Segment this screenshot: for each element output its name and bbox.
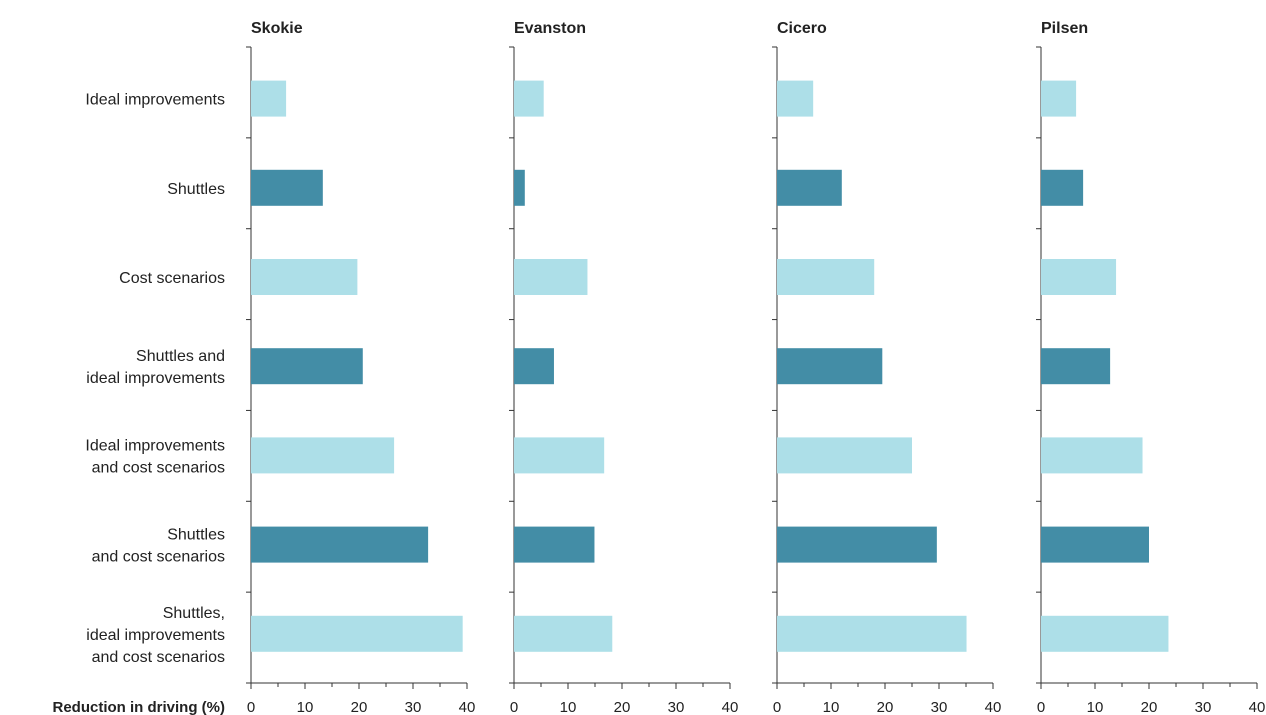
bar-pilsen-1 (1041, 169, 1084, 206)
bar-skokie-0 (251, 80, 287, 117)
panel-skokie: Skokie 0 10 20 30 40 (246, 20, 475, 715)
category-label: ideal improvements (86, 627, 225, 644)
category-label: and cost scenarios (92, 549, 225, 566)
x-tick-label: 40 (722, 699, 739, 715)
panel-title: Cicero (777, 20, 827, 37)
bar-pilsen-3 (1041, 348, 1111, 385)
category-label: ideal improvements (86, 370, 225, 387)
bar-evanston-4 (514, 437, 605, 474)
bar-skokie-6 (251, 615, 463, 652)
bar-cicero-1 (777, 169, 842, 206)
category-label: Shuttles, (163, 605, 225, 622)
x-axis-title: Reduction in driving (%) (53, 699, 226, 715)
bar-pilsen-5 (1041, 526, 1149, 563)
bar-cicero-0 (777, 80, 814, 117)
bar-evanston-3 (514, 348, 554, 385)
bar-cicero-2 (777, 259, 875, 295)
panel-title: Evanston (514, 20, 586, 37)
panel-cicero: Cicero 0 10 20 30 40 (772, 20, 1001, 715)
x-tick-label: 30 (668, 699, 685, 715)
category-label: Shuttles (167, 181, 225, 198)
x-tick-label: 20 (614, 699, 631, 715)
bar-skokie-2 (251, 259, 358, 295)
panel-title: Pilsen (1041, 20, 1088, 37)
category-label: Shuttles (167, 527, 225, 544)
category-label: Ideal improvements (85, 92, 225, 109)
x-tick-label: 10 (1087, 699, 1104, 715)
bar-skokie-4 (251, 437, 395, 474)
bar-evanston-2 (514, 259, 588, 295)
x-tick-label: 20 (1141, 699, 1158, 715)
x-tick-label: 40 (459, 699, 476, 715)
bar-cicero-6 (777, 615, 967, 652)
bar-skokie-5 (251, 526, 429, 563)
category-label: and cost scenarios (92, 649, 225, 666)
bar-skokie-1 (251, 169, 323, 206)
x-tick-label: 0 (247, 699, 255, 715)
x-tick-label: 10 (823, 699, 840, 715)
category-label: Cost scenarios (119, 270, 225, 287)
bar-evanston-6 (514, 615, 613, 652)
x-tick-label: 20 (351, 699, 368, 715)
category-label: and cost scenarios (92, 459, 225, 476)
x-tick-label: 30 (1195, 699, 1212, 715)
x-tick-label: 0 (510, 699, 518, 715)
x-tick-label: 0 (773, 699, 781, 715)
category-labels: Ideal improvements Shuttles Cost scenarios… (85, 92, 225, 666)
bar-pilsen-0 (1041, 80, 1077, 117)
category-label: Shuttles and (136, 348, 225, 365)
bar-pilsen-2 (1041, 259, 1117, 295)
category-label: Ideal improvements (85, 437, 225, 454)
x-tick-label: 40 (985, 699, 1002, 715)
bar-evanston-5 (514, 526, 595, 563)
bar-evanston-1 (514, 169, 525, 206)
chart-panels: Skokie 0 10 20 30 40 Evanston 0 10 20 30 40 Cicero 0 1… (246, 20, 1265, 715)
x-tick-label: 10 (560, 699, 577, 715)
x-tick-label: 30 (931, 699, 948, 715)
x-tick-label: 30 (405, 699, 422, 715)
bar-pilsen-6 (1041, 615, 1169, 652)
bar-skokie-3 (251, 348, 363, 385)
bar-pilsen-4 (1041, 437, 1143, 474)
x-tick-label: 0 (1037, 699, 1045, 715)
x-tick-label: 20 (877, 699, 894, 715)
panel-title: Skokie (251, 20, 303, 37)
bar-evanston-0 (514, 80, 544, 117)
x-tick-label: 10 (297, 699, 314, 715)
panel-evanston: Evanston 0 10 20 30 40 (509, 20, 738, 715)
bar-cicero-3 (777, 348, 883, 385)
x-tick-label: 40 (1249, 699, 1266, 715)
panel-pilsen: Pilsen 0 10 20 30 40 (1036, 20, 1265, 715)
bar-cicero-4 (777, 437, 912, 474)
bar-cicero-5 (777, 526, 937, 563)
